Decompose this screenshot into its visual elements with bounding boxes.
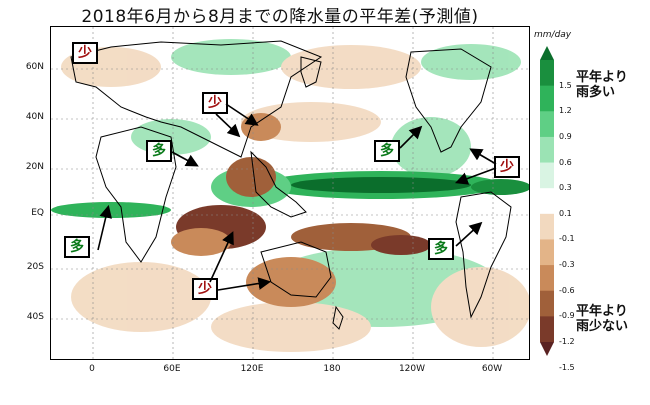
legend-bottom-note-line2: 雨少ない: [576, 319, 629, 334]
arrow-south-america: [455, 221, 483, 247]
legend-tick-label: -0.6: [559, 285, 575, 295]
wet-label-north-america: 多: [374, 140, 400, 162]
legend-tick-label: -1.2: [559, 337, 575, 346]
legend-swatch: [540, 136, 554, 164]
legend-tick-label: 0.6: [559, 157, 572, 167]
dry-label-indonesia: 少: [192, 278, 218, 300]
arrow-east-asia-1: [215, 113, 241, 138]
lat-label-40n: 40N: [25, 112, 44, 122]
arrow-east-asia-2: [225, 103, 259, 126]
lat-label-40s: 40S: [26, 312, 44, 322]
wet-label-south-asia: 多: [146, 140, 172, 162]
legend-swatch: [540, 265, 554, 292]
legend-swatch: [540, 316, 554, 343]
lon-label-120w: 120W: [398, 364, 426, 374]
legend-swatch: [540, 60, 554, 87]
arrow-south-asia: [171, 151, 199, 167]
legend-tick-label: 0.9: [559, 131, 572, 141]
precipitation-anomaly-map: [50, 26, 530, 360]
lat-label-60n: 60N: [25, 62, 44, 72]
legend-swatch: [540, 239, 554, 266]
legend-swatch: [540, 290, 554, 317]
legend-bar: [540, 46, 554, 356]
legend-swatch: [540, 162, 554, 189]
arrow-north-america: [399, 125, 423, 149]
dry-label-central-america: 少: [494, 156, 520, 178]
legend-top-note-line1: 平年より: [576, 70, 628, 85]
lat-label-eq: EQ: [31, 208, 44, 218]
arrow-central-america: [454, 167, 497, 185]
wet-label-west-africa: 多: [64, 236, 90, 258]
legend-swatch: [540, 213, 554, 240]
dry-label-east-asia: 少: [202, 92, 228, 114]
legend-bottom-arrow: [540, 342, 554, 356]
map-canvas: [51, 27, 529, 359]
arrow-caribbean: [469, 148, 497, 165]
legend-tick-label: -0.9: [559, 311, 575, 321]
legend-tick-label: 0.1: [559, 208, 572, 218]
lon-label-180: 180: [323, 364, 341, 374]
map-title: 2018年6月から8月までの降水量の平年差(予測値): [81, 7, 479, 27]
lon-label-120e: 120E: [240, 364, 264, 374]
legend-tick-label: -0.3: [559, 260, 575, 270]
legend-tick-label: -1.5: [559, 362, 575, 372]
legend-bottom-note-line1: 平年より: [576, 304, 628, 319]
arrow-west-africa: [97, 204, 113, 251]
dry-label-europe: 少: [72, 42, 98, 64]
lon-label-60e: 60E: [163, 364, 181, 374]
legend-swatch: [540, 188, 554, 215]
wet-label-south-america: 多: [428, 238, 454, 260]
arrow-australia: [217, 277, 272, 291]
lon-label-0: 0: [89, 364, 95, 374]
legend-units: mm/day: [534, 30, 572, 40]
legend-top-arrow: [540, 46, 554, 60]
arrow-indonesia: [209, 231, 234, 283]
legend-bottom-note: 平年より 雨少ない: [576, 304, 628, 334]
lon-label-60w: 60W: [481, 364, 503, 374]
legend-top-note: 平年より 雨多い: [576, 70, 628, 100]
legend-top-note-line2: 雨多い: [576, 85, 616, 100]
lat-label-20s: 20S: [26, 262, 44, 272]
legend-tick-label: 1.5: [559, 80, 572, 90]
legend-swatch: [540, 111, 554, 138]
lat-label-20n: 20N: [25, 162, 44, 172]
legend-swatch: [540, 85, 554, 112]
legend-tick-label: -0.1: [559, 234, 575, 244]
legend-tick-label: 0.3: [559, 183, 572, 193]
legend-tick-label: 1.2: [559, 106, 572, 116]
color-legend: [540, 46, 554, 356]
